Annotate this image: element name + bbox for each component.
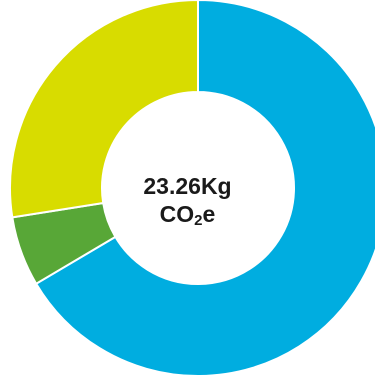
center-unit-label: CO2e <box>0 201 375 229</box>
center-total-value: 23.26Kg <box>143 173 232 199</box>
unit-subscript: 2 <box>194 212 203 229</box>
unit-tail: e <box>202 201 216 227</box>
unit-main: CO <box>159 201 195 227</box>
donut-slice-1 <box>34 0 375 376</box>
donut-slice-3 <box>9 0 199 219</box>
